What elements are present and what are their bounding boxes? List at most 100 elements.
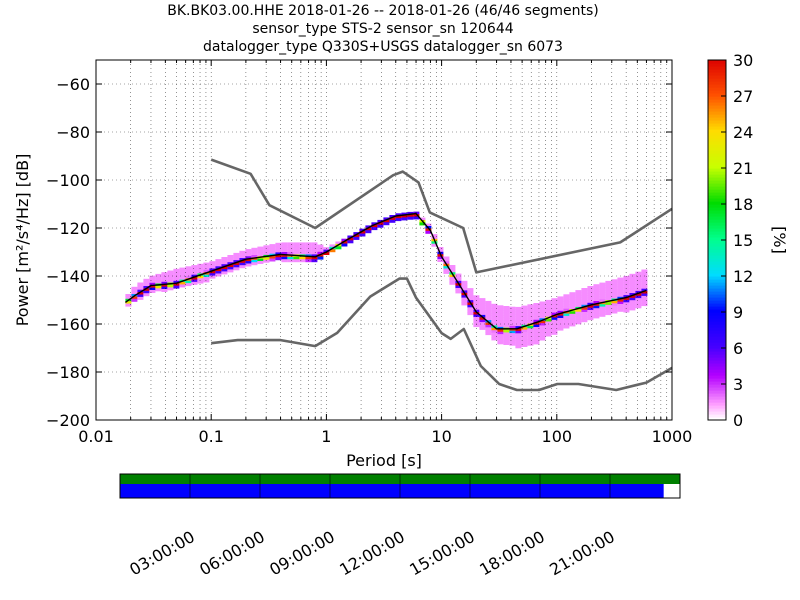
histogram-cell (149, 287, 156, 291)
histogram-cell (539, 311, 546, 315)
colorbar-segment (708, 216, 726, 220)
histogram-cell (215, 266, 222, 270)
histogram-cell (533, 334, 540, 338)
colorbar-segment (708, 147, 726, 151)
histogram-cell (497, 341, 504, 345)
histogram-cell (455, 285, 462, 289)
histogram-cell (497, 334, 504, 338)
histogram-cell (503, 325, 510, 329)
histogram-cell (641, 283, 648, 287)
colorbar-segment (708, 198, 726, 202)
histogram-cell (617, 287, 624, 291)
histogram-cell (149, 290, 156, 293)
histogram-cell (509, 340, 516, 344)
chart-title-line-1: BK.BK03.00.HHE 2018-01-26 -- 2018-01-26 … (167, 3, 599, 19)
colorbar-segment (708, 171, 726, 175)
histogram-cell (245, 256, 252, 260)
histogram-cell (275, 254, 282, 258)
histogram-cell (137, 284, 144, 288)
histogram-cell (461, 285, 468, 289)
histogram-cell (587, 295, 594, 299)
histogram-cell (425, 223, 432, 227)
histogram-cell (185, 273, 192, 277)
histogram-cell (581, 288, 588, 291)
histogram-cell (293, 244, 300, 248)
histogram-cell (539, 330, 546, 334)
colorbar-segment (708, 126, 726, 130)
histogram-cell (551, 298, 558, 302)
histogram-cell (161, 272, 168, 276)
histogram-cell (311, 244, 318, 248)
histogram-cell (233, 264, 240, 268)
histogram-cell (197, 268, 204, 272)
histogram-cell (527, 309, 534, 313)
histogram-cell (551, 322, 558, 326)
histogram-cell (485, 329, 492, 333)
histogram-cell (623, 275, 630, 279)
histogram-cell (635, 290, 642, 294)
histogram-cell (461, 300, 468, 303)
histogram-cell (485, 324, 492, 328)
histogram-cell (611, 300, 618, 304)
histogram-cell (617, 282, 624, 286)
y-tick-label: −80 (56, 123, 90, 142)
colorbar-segment (708, 96, 726, 100)
histogram-cell (191, 279, 198, 283)
colorbar-segment (708, 390, 726, 394)
histogram-cell (593, 286, 600, 290)
histogram-cell (515, 330, 522, 334)
histogram-cell (563, 294, 570, 298)
histogram-cell (167, 272, 174, 276)
histogram-cell (293, 252, 300, 255)
colorbar-segment (708, 336, 726, 340)
histogram-cell (605, 292, 612, 296)
histogram-cell (557, 318, 564, 321)
histogram-cell (635, 281, 642, 285)
histogram-cell (623, 299, 630, 303)
histogram-cell (239, 253, 246, 257)
histogram-cell (275, 242, 282, 246)
colorbar-segment (708, 237, 726, 241)
histogram-cell (305, 252, 312, 255)
histogram-cell (299, 247, 306, 251)
histogram-cell (485, 300, 492, 304)
histogram-cell (569, 299, 576, 303)
histogram-cell (629, 285, 636, 289)
histogram-cell (191, 265, 198, 269)
histogram-cell (605, 295, 612, 299)
timeline-tick-label: 03:00:00 (126, 527, 198, 579)
histogram-cell (167, 284, 174, 288)
histogram-cell (281, 254, 288, 258)
histogram-cell (371, 224, 378, 228)
histogram-cell (527, 333, 534, 337)
colorbar-segment (708, 138, 726, 142)
colorbar-segment (708, 267, 726, 271)
histogram-cell (641, 291, 648, 295)
colorbar-segment (708, 117, 726, 121)
histogram-cell (455, 288, 462, 291)
histogram-cell (605, 285, 612, 289)
colorbar-segment (708, 309, 726, 313)
histogram-cell (611, 308, 618, 312)
colorbar-segment (708, 228, 726, 232)
histogram-cell (635, 293, 642, 297)
histogram-cell (455, 276, 462, 279)
histogram-cell (239, 262, 246, 266)
histogram-cell (545, 321, 552, 325)
histogram-cell (125, 303, 132, 307)
colorbar-segment (708, 69, 726, 73)
histogram-cell (509, 323, 516, 327)
histogram-cell (263, 257, 270, 261)
histogram-cell (341, 241, 348, 245)
histogram-cell (239, 258, 246, 261)
colorbar-segment (708, 408, 726, 412)
histogram-cell (383, 219, 390, 223)
histogram-cell (461, 295, 468, 299)
histogram-cell (539, 325, 546, 329)
histogram-cell (509, 337, 516, 341)
histogram-cell (395, 215, 402, 219)
histogram-cell (629, 288, 636, 292)
histogram-cell (485, 310, 492, 314)
colorbar-segment (708, 75, 726, 79)
histogram-cell (167, 280, 174, 284)
